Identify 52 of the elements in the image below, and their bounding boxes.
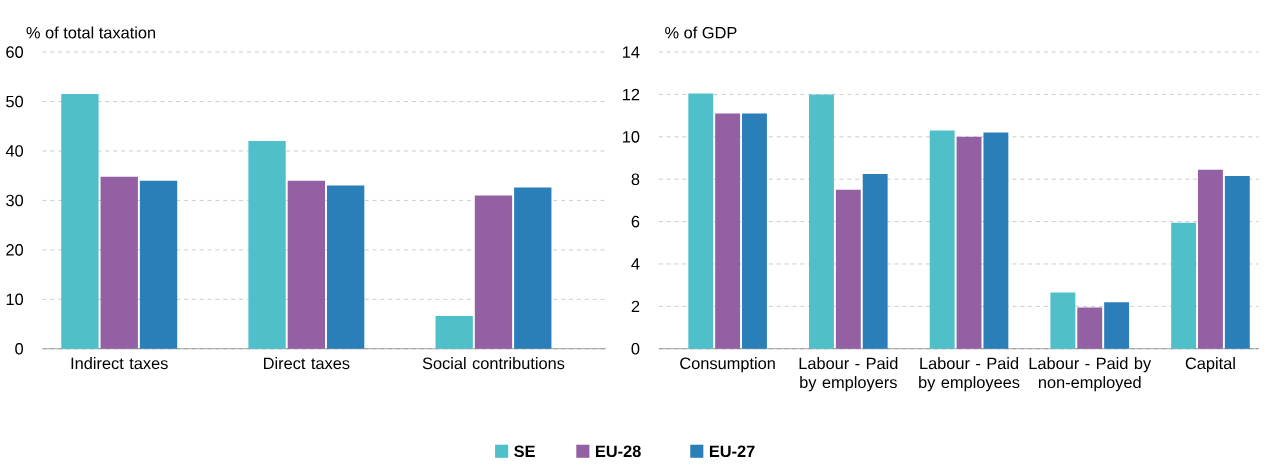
bar	[514, 187, 552, 349]
y-tick-label: 14	[623, 46, 640, 58]
x-tick-label: Labour - Paid by non-employed	[1029, 357, 1152, 392]
x-tick-label: Labour - Paid by employers	[799, 357, 898, 392]
x-tick-label: Direct taxes	[264, 357, 350, 370]
bar	[1077, 307, 1103, 349]
x-tick-label: Consumption	[680, 357, 775, 373]
x-tick-label: Social contributions	[422, 357, 565, 370]
bar	[688, 93, 714, 349]
bar	[1198, 169, 1223, 349]
bar	[742, 113, 767, 349]
bar	[287, 180, 326, 349]
bar	[1050, 292, 1076, 349]
bar	[61, 94, 99, 349]
y-tick-label: 50	[6, 95, 24, 108]
y-axis-title: % of GDP	[665, 26, 737, 39]
legend-label: SE	[514, 445, 535, 458]
bar	[1104, 302, 1130, 349]
y-tick-label: 0	[631, 343, 640, 355]
bar	[474, 195, 513, 349]
bar	[835, 190, 861, 349]
y-tick-label: 8	[631, 173, 640, 186]
y-tick-label: 4	[631, 258, 640, 270]
y-tick-label: 40	[5, 145, 24, 157]
legend-label: EU-27	[709, 445, 755, 458]
bar	[715, 113, 741, 349]
y-tick-label: 30	[6, 194, 24, 207]
legend-label: EU-28	[595, 445, 641, 458]
y-tick-label: 10	[6, 293, 24, 306]
x-tick-label: Indirect taxes	[71, 357, 168, 370]
bar	[139, 180, 178, 349]
x-tick-label: Labour - Paid by employees	[919, 357, 1020, 392]
y-tick-label: 60	[6, 46, 24, 59]
bar	[983, 132, 1009, 349]
bar	[809, 94, 834, 349]
y-tick-label: 2	[631, 300, 640, 313]
y-tick-label: 0	[15, 343, 24, 355]
y-axis-title: % of total taxation	[26, 26, 156, 39]
bar	[956, 137, 982, 349]
bar	[326, 185, 365, 349]
y-tick-label: 20	[6, 244, 24, 256]
y-tick-label: 10	[623, 131, 640, 143]
x-tick-label: Capital	[1185, 357, 1235, 373]
bar	[1171, 222, 1197, 349]
y-tick-label: 12	[623, 88, 640, 101]
bar	[862, 174, 888, 349]
bar	[1224, 176, 1250, 349]
bar	[100, 176, 138, 349]
bar	[929, 130, 955, 349]
bar	[248, 141, 286, 349]
y-tick-label: 6	[631, 216, 640, 228]
bar	[435, 316, 473, 349]
